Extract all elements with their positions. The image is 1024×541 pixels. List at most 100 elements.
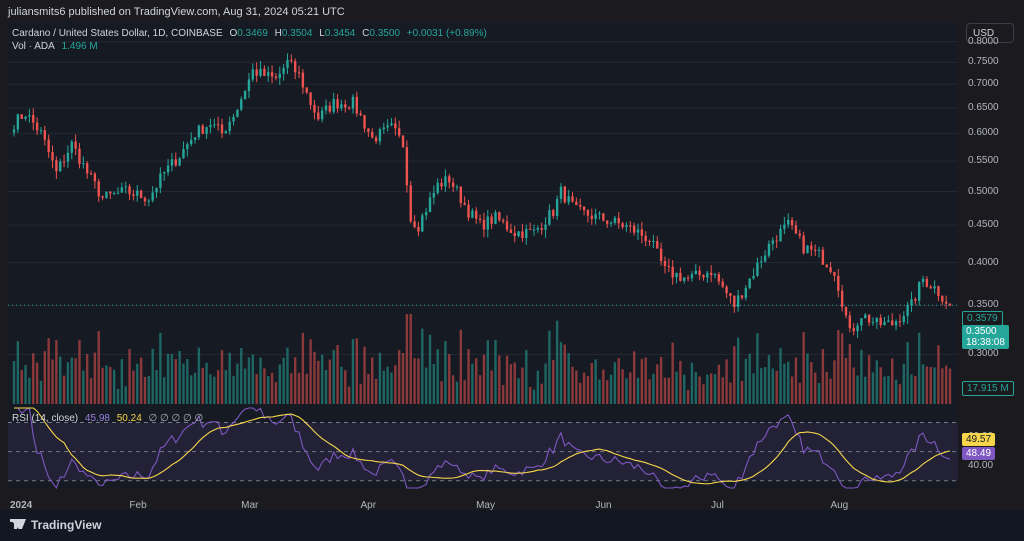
candle-body bbox=[132, 194, 135, 196]
candle-body bbox=[124, 186, 127, 188]
volume-bar bbox=[478, 375, 482, 404]
candle-body bbox=[101, 196, 104, 198]
price-tick-label: 0.7500 bbox=[968, 56, 999, 68]
candle-body bbox=[201, 125, 204, 134]
candle-body bbox=[659, 248, 663, 261]
volume-bar bbox=[517, 378, 520, 404]
candle-body bbox=[590, 215, 593, 220]
candle-body bbox=[840, 290, 844, 308]
candle-body bbox=[166, 165, 170, 173]
volume-bar bbox=[432, 364, 436, 404]
chart-pane[interactable] bbox=[8, 22, 958, 488]
candle-body bbox=[621, 223, 624, 228]
volume-bar bbox=[744, 358, 748, 404]
rsi-label[interactable]: RSI (14, close) bbox=[12, 413, 79, 424]
volume-bar bbox=[371, 357, 374, 404]
candle-body bbox=[848, 315, 852, 329]
candle-body bbox=[159, 173, 162, 188]
candle-body bbox=[883, 321, 886, 325]
candle-body bbox=[521, 231, 524, 239]
candle-body bbox=[582, 206, 586, 211]
volume-bar bbox=[43, 351, 47, 404]
volume-bar bbox=[382, 370, 385, 404]
volume-bar bbox=[89, 378, 93, 404]
candle-body bbox=[559, 186, 563, 199]
candle-body bbox=[644, 235, 647, 242]
candle-body bbox=[571, 196, 574, 202]
candle-body bbox=[636, 229, 640, 233]
price-tick-label: 0.4000 bbox=[968, 256, 999, 268]
volume-bar bbox=[652, 373, 655, 404]
volume-bar bbox=[725, 359, 728, 404]
tradingview-logo[interactable]: TradingView bbox=[10, 518, 101, 532]
candle-body bbox=[617, 217, 620, 224]
volume-bar bbox=[813, 372, 817, 404]
volume-bar bbox=[139, 357, 143, 404]
volume-bar bbox=[293, 357, 297, 404]
symbol-name[interactable]: Cardano / United States Dollar, 1D, COIN… bbox=[12, 28, 223, 39]
candle-body bbox=[517, 231, 520, 237]
volume-bar bbox=[613, 362, 617, 404]
candle-body bbox=[459, 186, 463, 203]
volume-bar bbox=[428, 334, 432, 404]
candle-body bbox=[783, 224, 786, 229]
rsi-extra: ∅ ∅ ∅ ∅ ∅ bbox=[148, 413, 204, 424]
volume-bar bbox=[925, 366, 929, 404]
volume-bar bbox=[902, 363, 905, 404]
candle-body bbox=[170, 159, 174, 166]
volume-label[interactable]: Vol · ADA bbox=[12, 41, 55, 52]
volume-bar bbox=[525, 350, 528, 404]
candle-body bbox=[155, 187, 158, 193]
candle-body bbox=[933, 286, 936, 289]
volume-bar bbox=[648, 379, 651, 404]
volume-bar bbox=[563, 344, 567, 404]
candle-body bbox=[359, 113, 362, 116]
volume-bar bbox=[109, 366, 112, 404]
candle-body bbox=[632, 225, 636, 233]
candle-body bbox=[694, 270, 697, 275]
candle-body bbox=[82, 163, 85, 165]
candle-body bbox=[147, 200, 151, 202]
volume-bar bbox=[621, 369, 624, 404]
volume-bar bbox=[112, 369, 116, 404]
volume-bar bbox=[267, 376, 270, 404]
candle-body bbox=[467, 204, 470, 218]
time-tick-label: Aug bbox=[830, 500, 849, 511]
volume-bar bbox=[617, 358, 620, 404]
volume-bar bbox=[706, 374, 709, 404]
candle-body bbox=[28, 114, 31, 117]
volume-bar bbox=[324, 369, 328, 404]
candle-body bbox=[775, 240, 778, 242]
currency-button[interactable]: USD bbox=[966, 23, 1014, 43]
volume-bar bbox=[548, 330, 551, 404]
candle-body bbox=[817, 249, 821, 251]
volume-bar bbox=[270, 372, 274, 404]
candle-body bbox=[852, 328, 855, 332]
price-tick-label: 0.3500 bbox=[968, 299, 999, 311]
volume-bar bbox=[97, 331, 100, 404]
candle-body bbox=[713, 274, 717, 276]
price-tick-label: 0.6500 bbox=[968, 101, 999, 113]
candle-body bbox=[448, 176, 451, 183]
volume-bar bbox=[579, 382, 582, 404]
volume-bar bbox=[717, 364, 721, 404]
candle-body bbox=[894, 321, 898, 326]
publisher-line: juliansmits6 published on TradingView.co… bbox=[8, 6, 345, 18]
volume-bar bbox=[698, 376, 701, 404]
volume-bar bbox=[363, 346, 366, 404]
volume-bar bbox=[636, 377, 640, 404]
candle-body bbox=[324, 105, 328, 111]
volume-bar bbox=[436, 349, 439, 404]
candle-body bbox=[482, 219, 486, 230]
volume-bar bbox=[875, 360, 879, 404]
candle-body bbox=[494, 212, 497, 224]
volume-bar bbox=[313, 351, 316, 404]
volume-bar bbox=[78, 339, 81, 404]
candle-body bbox=[625, 225, 628, 228]
volume-bar bbox=[120, 359, 124, 404]
volume-bar bbox=[829, 378, 832, 404]
candle-body bbox=[475, 210, 478, 219]
candle-body bbox=[513, 232, 516, 237]
volume-legend: Vol · ADA 1.496 M bbox=[12, 41, 102, 52]
